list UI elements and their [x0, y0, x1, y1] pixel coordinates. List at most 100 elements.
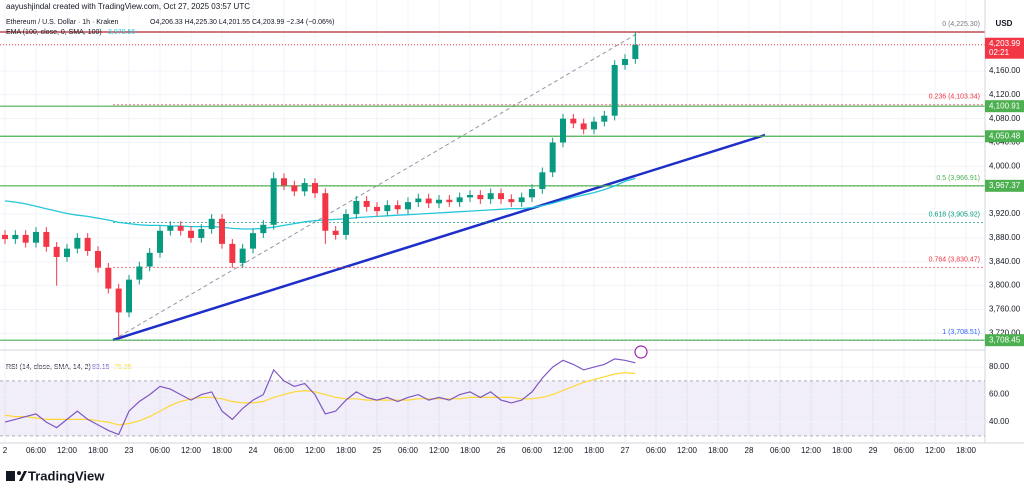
symbol: Ethereum / U.S. Dollar · 1h · Kraken	[6, 19, 119, 26]
price-badge	[985, 37, 1024, 59]
x-tick-label: 06:00	[522, 446, 543, 455]
fib-label: 0.236 (4,103.34)	[929, 94, 980, 101]
level-label: 3,708.45	[989, 335, 1021, 344]
candle-body	[622, 59, 628, 65]
x-tick-label: 29	[869, 446, 878, 455]
candle-body	[126, 279, 132, 313]
fib-label: 0.5 (3,966.91)	[936, 175, 980, 182]
fib-label: 1 (3,708.51)	[942, 329, 980, 336]
x-tick-label: 18:00	[212, 446, 233, 455]
candle-body	[580, 123, 587, 130]
price-label: 4,203.99	[989, 39, 1021, 48]
candle-body	[84, 237, 91, 252]
candle-body	[529, 189, 535, 198]
candle-body	[601, 115, 608, 122]
candle-body	[467, 194, 473, 198]
candle-body	[95, 251, 101, 268]
candle-body	[281, 178, 287, 186]
candle-body	[405, 202, 411, 210]
candle-body	[632, 44, 639, 60]
x-tick-label: 06:00	[646, 446, 667, 455]
fib-label: 0.764 (3,830.47)	[929, 256, 980, 263]
fib-label: 0.618 (3,905.92)	[929, 211, 980, 218]
x-tick-label: 06:00	[274, 446, 295, 455]
x-tick-label: 06:00	[770, 446, 791, 455]
candle-body	[477, 194, 484, 200]
x-tick-label: 24	[249, 446, 258, 455]
y-tick-label: 3,800.00	[989, 281, 1021, 290]
logo-mark	[17, 471, 21, 475]
x-tick-label: 06:00	[150, 446, 171, 455]
candle-body	[343, 214, 349, 235]
alert-icon	[634, 345, 648, 359]
x-tick-label: 06:00	[894, 446, 915, 455]
candle-body	[270, 178, 277, 225]
candle-body	[136, 266, 143, 280]
level-badge	[985, 179, 1024, 192]
candle-body	[22, 234, 29, 243]
level-label: 4,100.91	[989, 101, 1021, 110]
candle-body	[167, 225, 174, 231]
candle-body	[363, 200, 370, 207]
candle-body	[570, 118, 577, 124]
brand: TradingView	[28, 468, 105, 483]
level-badge	[985, 100, 1024, 113]
candle-body	[105, 267, 112, 289]
y-tick-label: 4,000.00	[989, 161, 1021, 170]
countdown: 02:21	[989, 48, 1010, 57]
candle-body	[322, 193, 329, 231]
fib-diagonal	[112, 31, 641, 341]
candle-body	[560, 118, 566, 143]
y-tick-label: 3,760.00	[989, 305, 1021, 314]
candle-body	[508, 199, 515, 203]
rsi-tick-label: 60.00	[989, 390, 1010, 399]
candle-body	[456, 197, 463, 203]
author-line: aayushjindal created with TradingView.co…	[6, 2, 250, 11]
ema-title: EMA (100, close, 0, SMA, 100)	[6, 29, 102, 36]
candle-body	[229, 243, 236, 263]
candle-body	[332, 230, 339, 235]
candle-body	[12, 234, 19, 240]
candle-body	[539, 172, 546, 190]
axis-unit: USD	[996, 19, 1013, 28]
rsi-tick-label: 40.00	[989, 417, 1010, 426]
y-tick-label: 4,120.00	[989, 90, 1021, 99]
fib-label: 0 (4,225.30)	[942, 21, 980, 28]
candle-body	[425, 198, 432, 204]
candle-body	[219, 218, 225, 244]
rsi-ma-line	[4, 371, 636, 426]
candle-body	[208, 218, 215, 229]
candle-body	[591, 121, 597, 130]
y-tick-label: 3,920.00	[989, 209, 1021, 218]
candle-body	[239, 248, 246, 263]
candle-body	[549, 142, 556, 173]
x-tick-label: 12:00	[801, 446, 822, 455]
rsi-tick-label: 80.00	[989, 362, 1010, 371]
candle-body	[250, 233, 256, 249]
level-label: 3,967.37	[989, 181, 1021, 190]
x-tick-label: 06:00	[26, 446, 47, 455]
candle-body	[446, 199, 453, 203]
candle-body	[115, 288, 122, 313]
level-badge	[985, 130, 1024, 143]
candle-body	[374, 206, 380, 212]
candle-body	[415, 198, 422, 203]
candle-body	[146, 252, 153, 267]
x-tick-label: 12:00	[677, 446, 698, 455]
candle-body	[291, 185, 298, 192]
candle-body	[74, 237, 81, 249]
candle-body	[487, 193, 494, 200]
y-tick-label: 3,880.00	[989, 233, 1021, 242]
x-tick-label: 2	[3, 446, 8, 455]
y-tick-label: 3,720.00	[989, 328, 1021, 337]
rsi-band	[0, 380, 985, 436]
candle-body	[384, 205, 391, 212]
x-tick-label: 18:00	[956, 446, 977, 455]
candle-body	[2, 234, 8, 240]
y-tick-label: 3,840.00	[989, 257, 1021, 266]
candle-body	[498, 193, 504, 200]
candle-body	[43, 231, 50, 247]
logo-mark	[19, 471, 27, 481]
